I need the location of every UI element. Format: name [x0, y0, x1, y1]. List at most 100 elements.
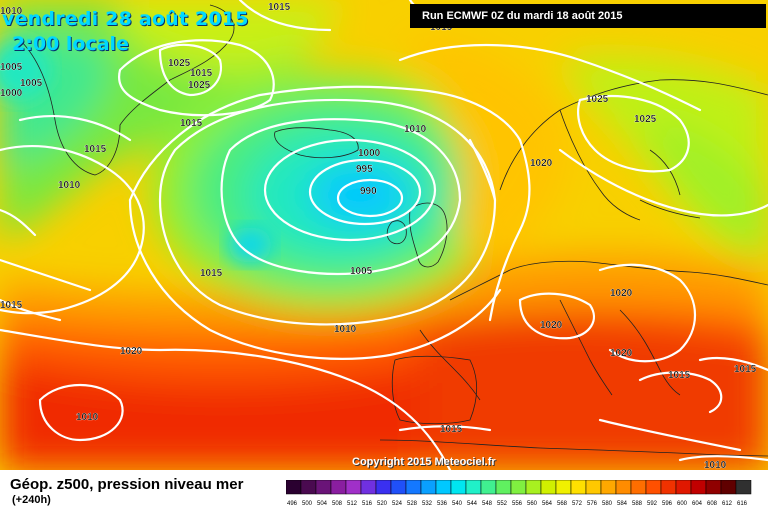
- scale-swatch: [405, 480, 422, 495]
- isobar-label: 1005: [350, 266, 373, 277]
- weather-map: 1010 1015 1015 1005 1000 1005 1025 1015 …: [0, 0, 768, 470]
- scale-swatch: [480, 480, 497, 495]
- scale-label: 568: [557, 501, 568, 507]
- isobar-label: 1015: [180, 118, 203, 129]
- scale-swatch: [495, 480, 512, 495]
- scale-swatch: [660, 480, 677, 495]
- scale-swatch: [390, 480, 407, 495]
- scale-swatch: [525, 480, 542, 495]
- copyright: Copyright 2015 Meteociel.fr: [352, 456, 496, 468]
- scale-swatch: [450, 480, 467, 495]
- scale-label: 508: [332, 501, 343, 507]
- isobar-label: 1025: [634, 114, 657, 125]
- isobar-labels: 1010 1015 1015 1005 1000 1005 1025 1015 …: [0, 2, 757, 470]
- scale-label: 544: [467, 501, 478, 507]
- scale-label: 592: [647, 501, 658, 507]
- scale-label: 496: [287, 501, 298, 507]
- run-info: Run ECMWF 0Z du mardi 18 août 2015: [410, 4, 766, 28]
- scale-label: 516: [362, 501, 373, 507]
- scale-label: 500: [302, 501, 313, 507]
- scale-swatch: [345, 480, 362, 495]
- isobar-label: 1025: [188, 80, 211, 91]
- scale-label: 576: [587, 501, 598, 507]
- isobar-label: 1010: [76, 412, 99, 423]
- scale-label: 524: [392, 501, 403, 507]
- geopotential-field: [0, 0, 768, 470]
- isobar-label: 1010: [704, 460, 727, 470]
- scale-label: 616: [737, 501, 748, 507]
- isobar-label: 1020: [530, 158, 553, 169]
- valid-time: 2:00 locale: [12, 33, 129, 55]
- isobar-label: 1025: [168, 58, 191, 69]
- isobar-label: 1020: [540, 320, 563, 331]
- isobar-label: 1015: [268, 2, 291, 13]
- scale-swatch: [705, 480, 722, 495]
- scale-swatch: [300, 480, 317, 495]
- isobar-label: 1000: [0, 88, 23, 99]
- scale-swatch: [720, 480, 737, 495]
- scale-swatch: [675, 480, 692, 495]
- scale-label: 580: [602, 501, 613, 507]
- scale-swatch: [360, 480, 377, 495]
- scale-swatch: [645, 480, 662, 495]
- legend-title: Géop. z500, pression niveau mer: [10, 476, 244, 493]
- scale-label: 504: [317, 501, 328, 507]
- scale-swatch: [420, 480, 437, 495]
- isobar-label: 1010: [58, 180, 81, 191]
- scale-swatch: [540, 480, 557, 495]
- isobar-label: 1010: [0, 6, 23, 17]
- scale-label: 584: [617, 501, 628, 507]
- scale-swatch: [600, 480, 617, 495]
- isobar-label: 1015: [200, 268, 223, 279]
- isobars: [0, 0, 768, 470]
- isobar-label: 1020: [120, 346, 143, 357]
- isobar-label: 1005: [20, 78, 43, 89]
- scale-label: 532: [422, 501, 433, 507]
- color-scale: 496 500 504 508 512 516 520 524 528 532 536 540 544 5…: [286, 480, 752, 507]
- scale-label: 528: [407, 501, 418, 507]
- scale-swatch: [286, 480, 302, 495]
- scale-label: 564: [542, 501, 553, 507]
- scale-label: 552: [497, 501, 508, 507]
- scale-label: 600: [677, 501, 688, 507]
- scale-label: 520: [377, 501, 388, 507]
- scale-label: 612: [722, 501, 733, 507]
- scale-swatch: [615, 480, 632, 495]
- scale-swatch: [735, 480, 752, 495]
- scale-swatch: [570, 480, 587, 495]
- legend-panel: Géop. z500, pression niveau mer (+240h) …: [0, 470, 768, 512]
- scale-label: 608: [707, 501, 718, 507]
- isobar-label: 1005: [0, 62, 23, 73]
- scale-swatch: [375, 480, 392, 495]
- scale-label: 556: [512, 501, 523, 507]
- isobar-label: 1020: [610, 348, 633, 359]
- isobar-label: 1010: [404, 124, 427, 135]
- isobar-label: 1000: [358, 148, 381, 159]
- scale-swatch: [585, 480, 602, 495]
- scale-label: 560: [527, 501, 538, 507]
- isobar-label: 990: [360, 186, 377, 197]
- scale-label: 572: [572, 501, 583, 507]
- isobar-label: 1015: [190, 68, 213, 79]
- isobar-label: 995: [356, 164, 373, 175]
- scale-label: 536: [437, 501, 448, 507]
- coastlines: [19, 4, 768, 457]
- isobar-label: 1015: [440, 424, 463, 435]
- scale-swatch: [630, 480, 647, 495]
- isobar-label: 1025: [586, 94, 609, 105]
- isobar-label: 1015: [734, 364, 757, 375]
- scale-label: 540: [452, 501, 463, 507]
- scale-label: 512: [347, 501, 358, 507]
- scale-swatch: [435, 480, 452, 495]
- scale-swatch: [690, 480, 707, 495]
- valid-date: vendredi 28 août 2015: [2, 8, 249, 30]
- isobar-label: 1015: [84, 144, 107, 155]
- isobar-label: 1010: [334, 324, 357, 335]
- scale-swatch: [465, 480, 482, 495]
- scale-swatch: [330, 480, 347, 495]
- scale-label: 588: [632, 501, 643, 507]
- forecast-lead: (+240h): [12, 494, 51, 506]
- isobar-label: 1015: [668, 370, 691, 381]
- isobar-label: 1020: [610, 288, 633, 299]
- scale-label: 548: [482, 501, 493, 507]
